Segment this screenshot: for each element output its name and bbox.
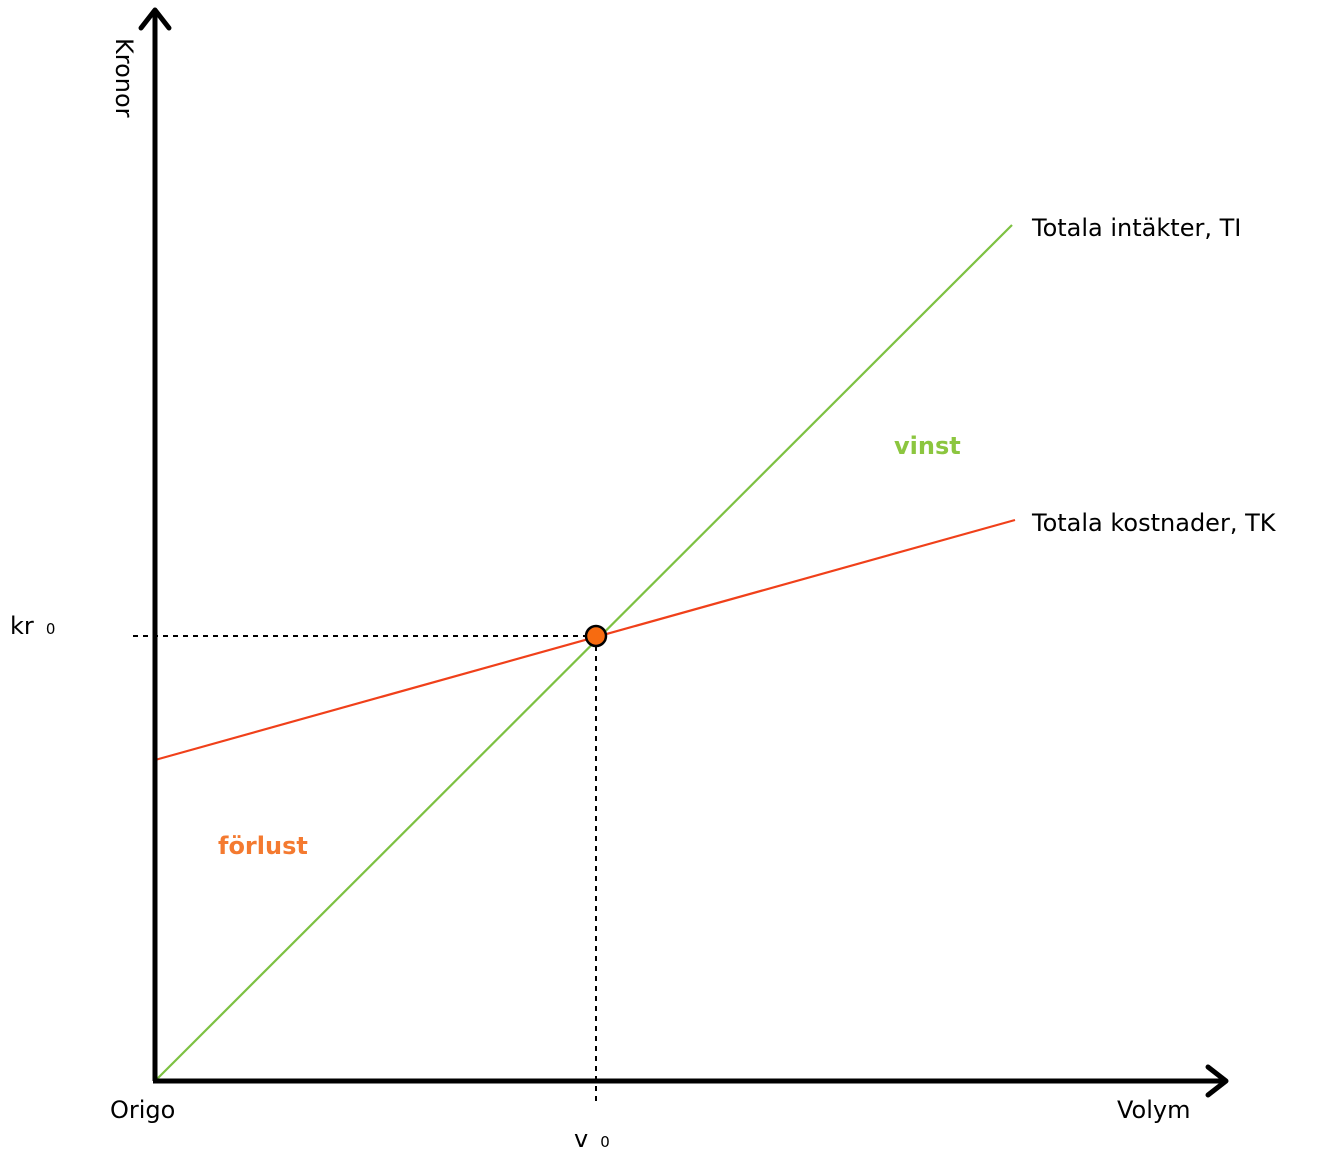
total-cost-label: Totala kostnader, TK	[1031, 509, 1277, 537]
kronor-label-sub: 0	[46, 620, 56, 638]
x-axis-arrow-icon	[1205, 1064, 1229, 1098]
x-axis-label: Volym	[1117, 1096, 1191, 1124]
profit-region-label: vinst	[894, 432, 961, 460]
total-revenue-line	[154, 224, 1013, 1082]
kronor-label-main: kr	[10, 612, 34, 640]
volume-break-even-label: v 0	[574, 1125, 610, 1150]
volume-label-main: v	[574, 1125, 588, 1150]
y-axis-arrow-icon	[138, 7, 172, 31]
origin-label: Origo	[110, 1096, 175, 1124]
break-even-point	[584, 624, 608, 648]
total-revenue-label: Totala intäkter, TI	[1031, 214, 1241, 242]
kronor-break-even-label: kr 0	[10, 612, 55, 640]
total-cost-line	[154, 518, 1016, 762]
y-axis-label: Kronor	[110, 38, 138, 118]
loss-region-label: förlust	[218, 832, 308, 860]
volume-label-sub: 0	[600, 1133, 610, 1150]
